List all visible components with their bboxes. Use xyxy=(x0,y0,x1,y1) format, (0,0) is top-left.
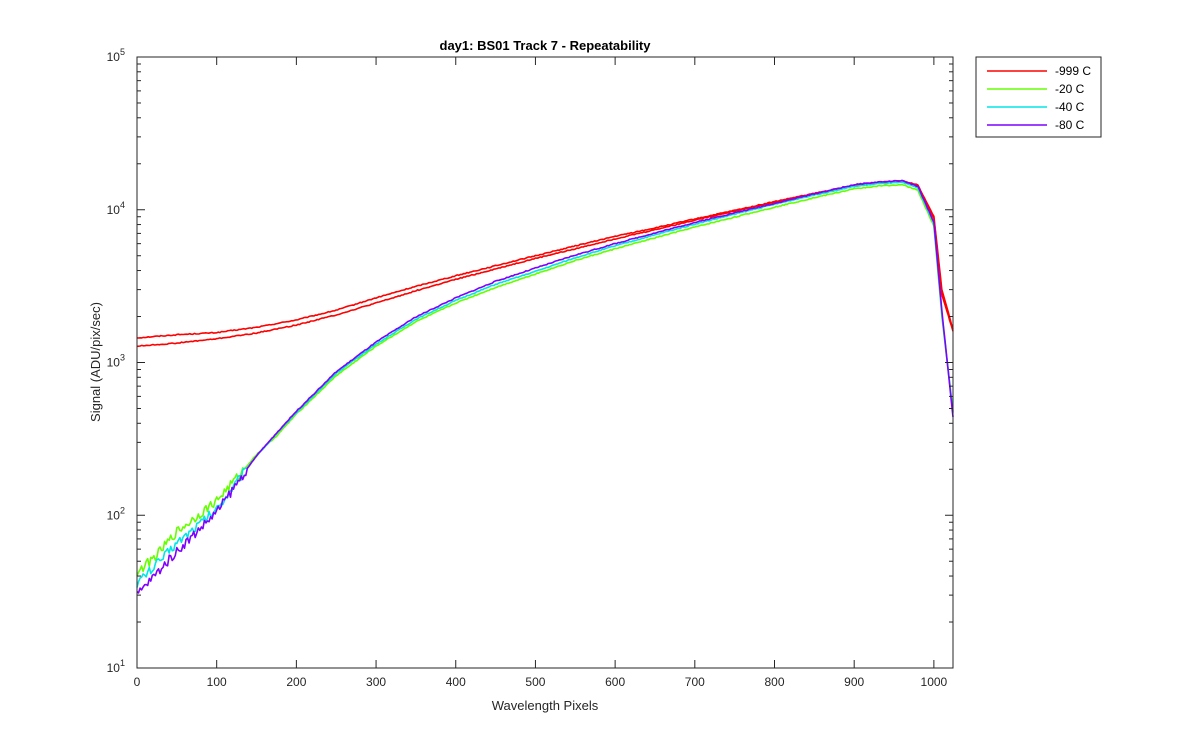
y-tick-base: 10 xyxy=(107,356,121,370)
y-tick-exponent: 4 xyxy=(120,200,125,210)
legend-label: -999 C xyxy=(1055,64,1091,78)
y-tick-label: 105 xyxy=(107,47,125,64)
x-tick-label: 400 xyxy=(446,675,466,689)
legend: -999 C -20 C -40 C -80 C xyxy=(975,56,1102,138)
y-tick-base: 10 xyxy=(107,661,121,675)
y-tick-label: 101 xyxy=(107,658,125,675)
legend-label: -40 C xyxy=(1055,100,1085,114)
x-tick-label: 1000 xyxy=(921,675,948,689)
x-tick-label: 100 xyxy=(207,675,227,689)
x-tick-label: 200 xyxy=(286,675,306,689)
y-tick-exponent: 1 xyxy=(120,658,125,668)
chart-title: day1: BS01 Track 7 - Repeatability xyxy=(440,38,652,53)
y-tick-base: 10 xyxy=(107,508,121,522)
x-tick-label: 700 xyxy=(685,675,705,689)
x-tick-label: 500 xyxy=(525,675,545,689)
y-tick-base: 10 xyxy=(107,50,121,64)
x-axis-label: Wavelength Pixels xyxy=(492,698,599,713)
x-tick-label: 0 xyxy=(134,675,141,689)
y-tick-label: 104 xyxy=(107,200,125,217)
y-tick-exponent: 5 xyxy=(120,47,125,57)
y-tick-exponent: 3 xyxy=(120,353,125,363)
x-tick-label: 600 xyxy=(605,675,625,689)
y-tick-exponent: 2 xyxy=(120,505,125,515)
y-tick-label: 102 xyxy=(107,505,125,522)
y-axis-label: Signal (ADU/pix/sec) xyxy=(88,302,103,422)
legend-label: -80 C xyxy=(1055,118,1085,132)
legend-label: -20 C xyxy=(1055,82,1085,96)
x-tick-label: 900 xyxy=(844,675,864,689)
x-tick-label: 300 xyxy=(366,675,386,689)
y-tick-base: 10 xyxy=(107,203,121,217)
series-layer xyxy=(136,179,954,594)
x-tick-label: 800 xyxy=(764,675,784,689)
plot-area xyxy=(137,57,953,668)
series-line xyxy=(136,179,954,594)
y-tick-label: 103 xyxy=(107,353,125,370)
x-axis-ticks: 0 100 200 300 400 500 600 700 800 900 1000 xyxy=(134,57,948,689)
